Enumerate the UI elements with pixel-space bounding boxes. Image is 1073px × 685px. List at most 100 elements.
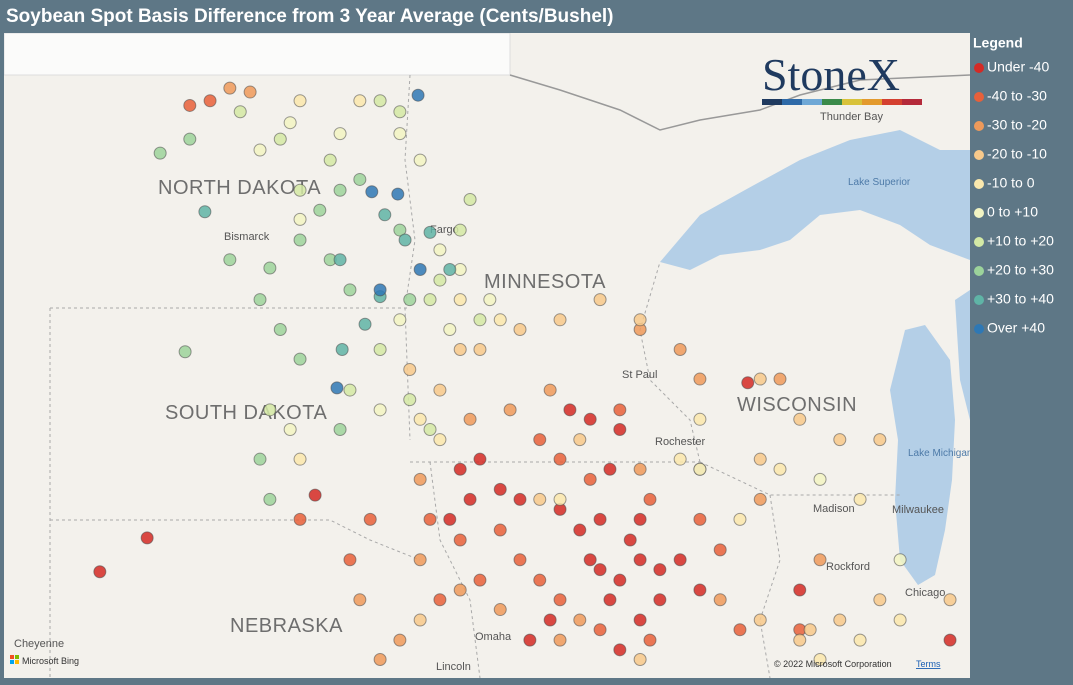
point[interactable] (335, 343, 349, 357)
point[interactable] (473, 452, 487, 466)
point[interactable] (423, 422, 437, 436)
point[interactable] (153, 146, 167, 160)
point[interactable] (633, 553, 647, 567)
point[interactable] (423, 225, 437, 239)
point[interactable] (263, 403, 277, 417)
point[interactable] (563, 403, 577, 417)
point[interactable] (673, 452, 687, 466)
point[interactable] (223, 81, 237, 95)
point[interactable] (633, 313, 647, 327)
point[interactable] (633, 512, 647, 526)
point[interactable] (473, 573, 487, 587)
point[interactable] (603, 462, 617, 476)
point[interactable] (573, 613, 587, 627)
point[interactable] (423, 293, 437, 307)
point[interactable] (343, 553, 357, 567)
point[interactable] (583, 412, 597, 426)
point[interactable] (653, 593, 667, 607)
point[interactable] (741, 376, 755, 390)
point[interactable] (453, 343, 467, 357)
point[interactable] (453, 223, 467, 237)
point[interactable] (613, 573, 627, 587)
point[interactable] (453, 462, 467, 476)
point[interactable] (803, 623, 817, 637)
point[interactable] (673, 343, 687, 357)
point[interactable] (773, 462, 787, 476)
point[interactable] (853, 492, 867, 506)
point[interactable] (373, 403, 387, 417)
point[interactable] (273, 322, 287, 336)
point[interactable] (413, 613, 427, 627)
point[interactable] (633, 613, 647, 627)
point[interactable] (293, 94, 307, 108)
point[interactable] (553, 492, 567, 506)
point[interactable] (243, 85, 257, 99)
point[interactable] (623, 533, 637, 547)
point[interactable] (293, 352, 307, 366)
point[interactable] (793, 633, 807, 647)
point[interactable] (533, 573, 547, 587)
point[interactable] (673, 553, 687, 567)
point[interactable] (513, 322, 527, 336)
point[interactable] (353, 172, 367, 186)
point[interactable] (183, 132, 197, 146)
point[interactable] (543, 383, 557, 397)
point[interactable] (813, 472, 827, 486)
point[interactable] (613, 403, 627, 417)
point[interactable] (413, 412, 427, 426)
point[interactable] (633, 462, 647, 476)
point[interactable] (393, 105, 407, 119)
point[interactable] (140, 531, 154, 545)
point[interactable] (263, 492, 277, 506)
point[interactable] (253, 293, 267, 307)
point[interactable] (613, 643, 627, 657)
point[interactable] (493, 603, 507, 617)
point[interactable] (733, 623, 747, 637)
point[interactable] (433, 273, 447, 287)
point[interactable] (603, 593, 617, 607)
terms-link[interactable]: Terms (916, 659, 941, 669)
point[interactable] (693, 583, 707, 597)
point[interactable] (453, 583, 467, 597)
point[interactable] (293, 512, 307, 526)
point[interactable] (343, 383, 357, 397)
point[interactable] (373, 652, 387, 666)
point[interactable] (353, 593, 367, 607)
point[interactable] (403, 293, 417, 307)
point[interactable] (373, 283, 387, 297)
point[interactable] (473, 343, 487, 357)
point[interactable] (443, 263, 457, 277)
point[interactable] (583, 553, 597, 567)
point[interactable] (293, 452, 307, 466)
point[interactable] (713, 543, 727, 557)
point[interactable] (391, 187, 405, 201)
point[interactable] (633, 652, 647, 666)
point[interactable] (308, 488, 322, 502)
point[interactable] (693, 372, 707, 386)
point[interactable] (353, 94, 367, 108)
point[interactable] (233, 105, 247, 119)
point[interactable] (493, 313, 507, 327)
point[interactable] (573, 433, 587, 447)
point[interactable] (333, 127, 347, 141)
point[interactable] (493, 523, 507, 537)
point[interactable] (873, 433, 887, 447)
point[interactable] (453, 293, 467, 307)
point[interactable] (693, 462, 707, 476)
point[interactable] (653, 563, 667, 577)
point[interactable] (393, 633, 407, 647)
point[interactable] (833, 433, 847, 447)
point[interactable] (403, 393, 417, 407)
point[interactable] (378, 208, 392, 222)
point[interactable] (373, 343, 387, 357)
point[interactable] (203, 94, 217, 108)
point[interactable] (553, 452, 567, 466)
point[interactable] (503, 403, 517, 417)
point[interactable] (433, 243, 447, 257)
point[interactable] (873, 593, 887, 607)
point[interactable] (263, 261, 277, 275)
point[interactable] (513, 492, 527, 506)
point[interactable] (283, 116, 297, 130)
point[interactable] (411, 88, 425, 102)
point[interactable] (553, 633, 567, 647)
